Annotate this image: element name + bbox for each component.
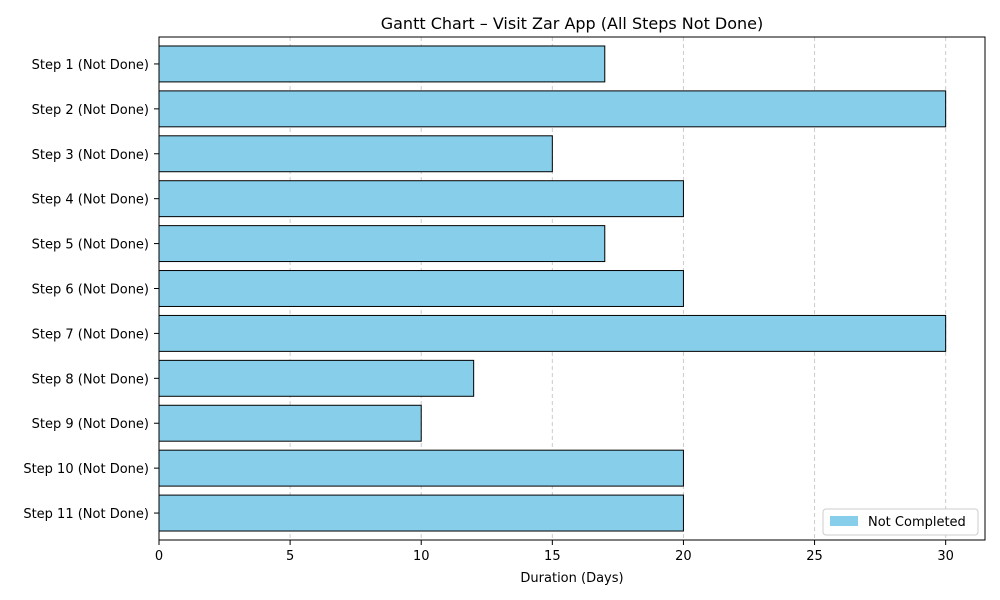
x-axis-label: Duration (Days) — [520, 571, 623, 586]
x-tick-label: 10 — [413, 549, 430, 564]
y-tick-label: Step 11 (Not Done) — [23, 507, 149, 522]
y-tick-label: Step 1 (Not Done) — [32, 58, 149, 73]
y-axis-ticks: Step 1 (Not Done) Step 2 (Not Done) Step 3… — [23, 58, 159, 522]
gantt-bar — [158, 494, 684, 532]
y-tick-label: Step 3 (Not Done) — [32, 148, 149, 163]
x-tick-label: 25 — [806, 549, 823, 564]
y-tick-label: Step 6 (Not Done) — [32, 283, 149, 298]
x-tick-label: 20 — [675, 549, 692, 564]
x-tick-label: 5 — [286, 549, 294, 564]
gantt-bar — [158, 135, 553, 173]
legend-label: Not Completed — [868, 515, 966, 530]
bars — [158, 45, 947, 532]
legend: Not Completed — [822, 508, 979, 536]
gantt-bar — [158, 270, 684, 307]
gantt-bar — [158, 314, 947, 352]
y-tick-label: Step 7 (Not Done) — [32, 327, 149, 342]
gantt-bar — [158, 404, 422, 442]
y-tick-label: Step 9 (Not Done) — [32, 417, 149, 432]
y-tick-label: Step 10 (Not Done) — [23, 462, 149, 477]
y-tick-label: Step 4 (Not Done) — [32, 193, 149, 208]
gantt-bar — [158, 225, 606, 263]
gantt-bar — [158, 449, 684, 487]
y-tick-label: Step 5 (Not Done) — [32, 238, 149, 253]
x-tick-label: 0 — [155, 549, 163, 564]
y-tick-label: Step 2 (Not Done) — [32, 103, 149, 118]
gantt-bar — [158, 180, 684, 218]
y-tick-label: Step 8 (Not Done) — [32, 372, 149, 387]
x-tick-label: 15 — [544, 549, 561, 564]
legend-swatch — [830, 516, 858, 526]
x-axis-ticks: 0 5 10 15 20 25 30 — [155, 540, 954, 564]
chart-title: Gantt Chart – Visit Zar App (All Steps N… — [381, 14, 764, 33]
gantt-bar — [158, 45, 606, 83]
gantt-bar — [158, 90, 947, 128]
legend-box — [822, 508, 979, 536]
x-tick-label: 30 — [937, 549, 954, 564]
gantt-bar — [158, 359, 475, 397]
